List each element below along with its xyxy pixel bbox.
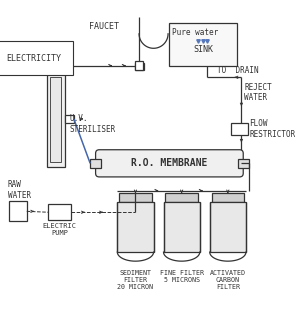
Bar	[134, 63, 144, 70]
Bar	[117, 202, 154, 252]
Text: U.V.
STERILISER: U.V. STERILISER	[69, 115, 116, 134]
Bar	[119, 193, 152, 202]
Text: FAUCET: FAUCET	[89, 22, 119, 31]
Bar	[212, 193, 244, 202]
Text: RAW
WATER: RAW WATER	[8, 180, 31, 199]
Bar	[50, 77, 61, 162]
Text: Pure water: Pure water	[172, 28, 218, 37]
Bar	[90, 159, 101, 168]
Bar	[47, 72, 65, 167]
Text: ACTIVATED
CARBON
FILTER: ACTIVATED CARBON FILTER	[210, 270, 246, 290]
Bar	[238, 159, 249, 168]
Bar	[65, 115, 74, 123]
Text: ELECTRICITY: ELECTRICITY	[6, 54, 61, 63]
Text: SEDIMENT
FILTER
20 MICRON: SEDIMENT FILTER 20 MICRON	[117, 270, 153, 290]
Text: FINE FILTER
5 MICRONS: FINE FILTER 5 MICRONS	[160, 270, 204, 283]
FancyBboxPatch shape	[96, 150, 243, 177]
Bar	[135, 61, 143, 70]
Text: R.O. MEMBRANE: R.O. MEMBRANE	[131, 158, 208, 168]
Bar	[169, 23, 237, 66]
Bar	[165, 193, 198, 202]
Text: ELECTRIC
PUMP: ELECTRIC PUMP	[43, 223, 77, 236]
Bar	[49, 204, 71, 220]
Bar	[232, 123, 248, 135]
Bar	[9, 201, 27, 221]
Text: TO  DRAIN: TO DRAIN	[217, 67, 258, 76]
Text: REJECT
WATER: REJECT WATER	[244, 83, 272, 102]
Text: FLOW
RESTRICTOR: FLOW RESTRICTOR	[250, 119, 296, 139]
Bar	[210, 202, 246, 252]
Bar	[164, 202, 200, 252]
Text: SINK: SINK	[193, 45, 213, 54]
